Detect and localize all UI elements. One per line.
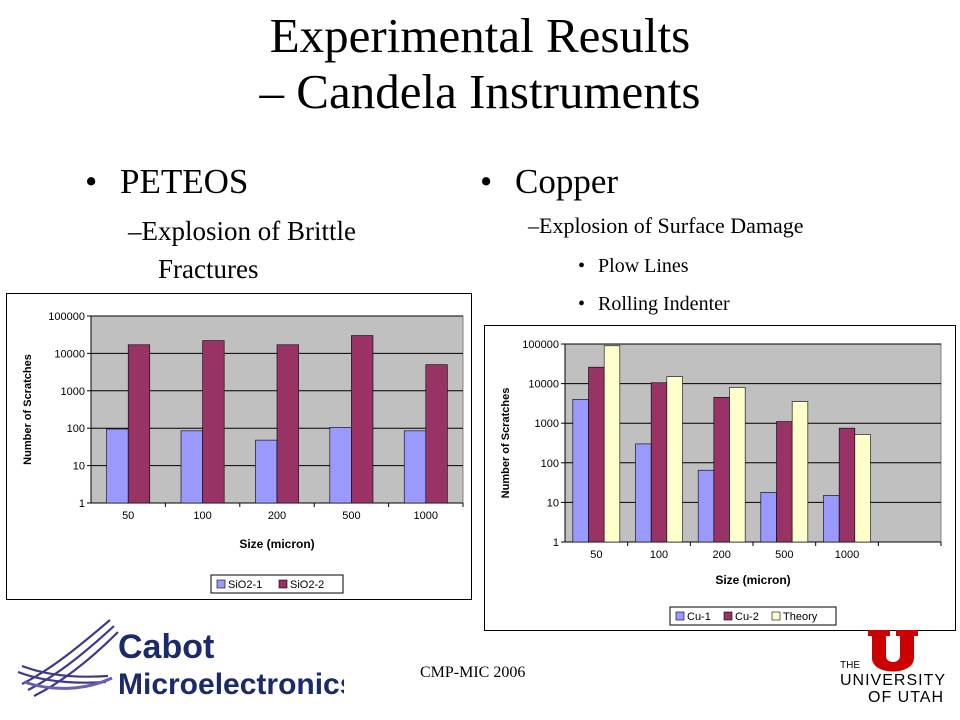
cabot-logo-line2: Microelectronics: [118, 668, 344, 701]
bar: [713, 397, 730, 543]
utah-u-icon: THE UNIVERSITY OF UTAH: [840, 630, 946, 706]
y-tick-label: 10000: [54, 348, 85, 360]
y-tick-label: 1000: [61, 386, 85, 398]
legend-label: SiO2-1: [228, 579, 262, 591]
bar: [635, 443, 652, 543]
utah-logo-line1: THE: [840, 660, 860, 671]
utah-logo: THE UNIVERSITY OF UTAH: [838, 628, 948, 708]
bar: [650, 382, 668, 543]
y-tick-label: 10: [73, 461, 85, 473]
title-line-1: Experimental Results: [269, 8, 691, 63]
legend-label: SiO2-2: [290, 579, 324, 591]
legend-swatch: [278, 579, 288, 589]
x-tick-label: 200: [712, 549, 730, 561]
legend-swatch: [771, 611, 781, 621]
cabot-logo: Cabot Microelectronics: [14, 612, 356, 704]
bar: [180, 430, 203, 504]
peteos-chart-frame: 1 10 100 1000 10000 100000 50 100 200 500 1000 Size…: [6, 293, 472, 600]
y-tick-label: 100: [67, 423, 85, 435]
bar: [127, 344, 151, 504]
x-tick-label: 50: [122, 510, 134, 522]
slide-title: Experimental Results – Candela Instrumen…: [0, 8, 960, 120]
bar: [838, 427, 856, 543]
x-tick-label: 100: [650, 549, 668, 561]
bullet-icon: •: [480, 162, 493, 201]
bar: [351, 335, 374, 504]
bar: [329, 427, 352, 504]
left-subitem-continued: Fractures: [158, 254, 259, 284]
x-axis-label: Size (micron): [239, 537, 314, 551]
bullet-icon: •: [578, 255, 586, 277]
bar: [823, 495, 840, 543]
legend-label: Theory: [783, 611, 818, 623]
copper-chart-frame: 1 10 100 1000 10000 100000 50 100 200 500 1000 Size…: [484, 325, 956, 631]
y-tick-label: 100000: [48, 311, 85, 323]
x-tick-label: 50: [590, 549, 602, 561]
legend-label: Cu-2: [735, 611, 759, 623]
cabot-swoosh-icon: Cabot Microelectronics: [17, 619, 356, 701]
utah-logo-line2: UNIVERSITY: [840, 672, 946, 689]
legend-box: [210, 574, 344, 594]
y-tick-label: 1: [553, 537, 559, 549]
bar: [666, 376, 683, 543]
x-tick-label: 200: [268, 510, 286, 522]
footer-text: CMP-MIC 2006: [420, 664, 526, 681]
bar: [202, 340, 225, 504]
right-bullet-2: • Rolling Indenter: [578, 292, 730, 316]
utah-logo-line3: OF UTAH: [868, 689, 944, 706]
y-tick-label: 100: [541, 458, 559, 470]
left-heading-label: PETEOS: [120, 162, 249, 201]
bar: [255, 439, 278, 504]
plot-area: [564, 343, 942, 543]
bar: [729, 387, 746, 543]
x-tick-label: 500: [342, 510, 360, 522]
bar: [776, 421, 793, 543]
bar: [854, 434, 871, 543]
bar: [791, 401, 809, 543]
y-tick-label: 100000: [522, 339, 559, 351]
bar: [106, 428, 129, 504]
y-tick-label: 10000: [528, 379, 559, 391]
y-axis-label: Number of Scratches: [500, 388, 512, 499]
left-heading: • PETEOS: [85, 162, 248, 202]
bar: [276, 344, 299, 504]
legend-swatch: [216, 579, 226, 589]
x-tick-label: 1000: [414, 510, 438, 522]
bar: [697, 469, 715, 543]
bar: [603, 345, 621, 543]
legend-label: Cu-1: [687, 611, 711, 623]
bar: [403, 430, 427, 504]
x-tick-label: 1000: [835, 549, 859, 561]
legend-swatch: [723, 611, 733, 621]
x-tick-label: 100: [193, 510, 211, 522]
left-subitem: –Explosion of Brittle: [128, 216, 356, 246]
y-tick-label: 1: [79, 498, 85, 510]
legend-box: [669, 606, 837, 626]
right-bullet-1-label: Plow Lines: [598, 255, 689, 277]
bar: [588, 366, 605, 543]
legend-swatch: [675, 611, 685, 621]
cabot-logo-line1: Cabot: [118, 628, 214, 666]
bar: [572, 399, 589, 543]
right-subitem: –Explosion of Surface Damage: [528, 213, 804, 238]
bullet-icon: •: [578, 293, 586, 315]
right-heading: • Copper: [480, 162, 618, 202]
right-bullet-1: • Plow Lines: [578, 254, 689, 278]
bar: [760, 491, 777, 543]
x-tick-label: 500: [775, 549, 793, 561]
y-tick-label: 1000: [535, 418, 559, 430]
x-axis-label: Size (micron): [715, 573, 790, 587]
y-axis-label: Number of Scratches: [22, 354, 34, 465]
right-bullet-2-label: Rolling Indenter: [598, 293, 730, 315]
title-line-2: – Candela Instruments: [259, 64, 701, 119]
bar: [425, 364, 448, 504]
right-heading-label: Copper: [515, 162, 619, 201]
y-tick-label: 10: [547, 497, 559, 509]
bullet-icon: •: [85, 162, 98, 201]
